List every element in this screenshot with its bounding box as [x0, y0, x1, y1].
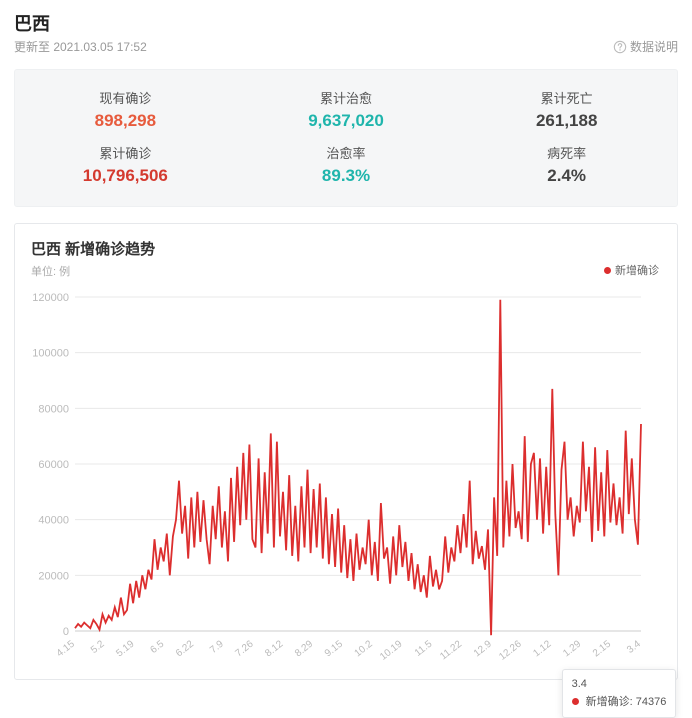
stat-total-deaths: 累计死亡 261,188	[456, 82, 677, 137]
svg-text:9.15: 9.15	[323, 638, 345, 659]
tooltip-date: 3.4	[572, 676, 667, 694]
svg-text:10.2: 10.2	[353, 638, 375, 659]
chart-plot-area[interactable]: 0 20000 40000 60000 80000 100000 120000 4.15 5.2…	[31, 289, 661, 669]
svg-text:5.19: 5.19	[114, 638, 136, 659]
svg-text:120000: 120000	[32, 292, 69, 304]
svg-text:60000: 60000	[38, 459, 69, 471]
svg-text:80000: 80000	[38, 403, 69, 415]
tooltip-value: 74376	[636, 696, 667, 708]
chart-panel: 巴西 新增确诊趋势 单位: 例 新增确诊 0 20000 40000 60000 800…	[14, 223, 678, 680]
stats-panel: 现有确诊 898,298 累计治愈 9,637,020 累计死亡 261,188…	[14, 69, 678, 207]
chart-title: 巴西 新增确诊趋势	[31, 238, 661, 259]
svg-text:11.22: 11.22	[438, 638, 464, 662]
svg-text:5.2: 5.2	[89, 638, 107, 655]
stat-total-confirmed: 累计确诊 10,796,506	[15, 137, 236, 192]
svg-text:6.22: 6.22	[174, 638, 196, 659]
stat-value: 898,298	[15, 111, 236, 131]
stat-value: 2.4%	[456, 166, 677, 186]
stat-value: 89.3%	[236, 166, 457, 186]
svg-text:6.5: 6.5	[148, 638, 166, 655]
legend-dot-icon	[604, 267, 611, 274]
tooltip-series-label: 新增确诊	[586, 696, 630, 708]
stat-label: 累计死亡	[456, 88, 677, 107]
svg-text:100000: 100000	[32, 348, 69, 360]
stat-value: 261,188	[456, 111, 677, 131]
svg-text:1.29: 1.29	[561, 638, 583, 659]
stat-label: 现有确诊	[15, 88, 236, 107]
tooltip-dot-icon	[572, 698, 579, 705]
svg-text:12.9: 12.9	[472, 638, 494, 659]
chart-legend: 新增确诊	[604, 262, 659, 278]
stats-row-1: 累计确诊 10,796,506 治愈率 89.3% 病死率 2.4%	[15, 137, 677, 192]
stat-label: 累计治愈	[236, 88, 457, 107]
header-subrow: 更新至 2021.03.05 17:52 数据说明	[14, 38, 678, 55]
svg-text:8.12: 8.12	[263, 638, 285, 659]
chart-unit-label: 单位: 例	[31, 263, 661, 279]
help-label: 数据说明	[630, 38, 678, 55]
stat-value: 9,637,020	[236, 111, 457, 131]
svg-text:8.29: 8.29	[293, 638, 315, 659]
data-help-link[interactable]: 数据说明	[613, 38, 678, 55]
svg-text:11.5: 11.5	[413, 638, 435, 658]
svg-text:12.26: 12.26	[497, 638, 524, 662]
svg-text:3.4: 3.4	[625, 638, 643, 655]
svg-text:0: 0	[63, 626, 69, 638]
page-title: 巴西	[14, 10, 678, 36]
svg-text:7.26: 7.26	[233, 638, 255, 659]
svg-text:40000: 40000	[38, 515, 69, 527]
stat-label: 累计确诊	[15, 143, 236, 162]
stat-total-recovered: 累计治愈 9,637,020	[236, 82, 457, 137]
tooltip-row: 新增确诊: 74376	[572, 694, 667, 712]
svg-text:20000: 20000	[38, 570, 69, 582]
legend-label: 新增确诊	[615, 262, 659, 278]
updated-timestamp: 更新至 2021.03.05 17:52	[14, 38, 147, 55]
page-header: 巴西 更新至 2021.03.05 17:52 数据说明	[0, 0, 692, 63]
stat-label: 治愈率	[236, 143, 457, 162]
chart-svg: 0 20000 40000 60000 80000 100000 120000 4.15 5.2…	[31, 289, 659, 669]
svg-text:2.15: 2.15	[591, 638, 613, 659]
stat-label: 病死率	[456, 143, 677, 162]
chart-tooltip: 3.4 新增确诊: 74376	[562, 669, 677, 718]
svg-text:10.19: 10.19	[378, 638, 405, 662]
svg-text:1.12: 1.12	[531, 638, 553, 659]
stat-recovery-rate: 治愈率 89.3%	[236, 137, 457, 192]
stat-value: 10,796,506	[15, 166, 236, 186]
svg-text:4.15: 4.15	[55, 638, 77, 659]
svg-text:7.9: 7.9	[208, 638, 226, 655]
stat-current-confirmed: 现有确诊 898,298	[15, 82, 236, 137]
stat-fatality-rate: 病死率 2.4%	[456, 137, 677, 192]
help-icon	[613, 40, 627, 54]
stats-row-0: 现有确诊 898,298 累计治愈 9,637,020 累计死亡 261,188	[15, 82, 677, 137]
